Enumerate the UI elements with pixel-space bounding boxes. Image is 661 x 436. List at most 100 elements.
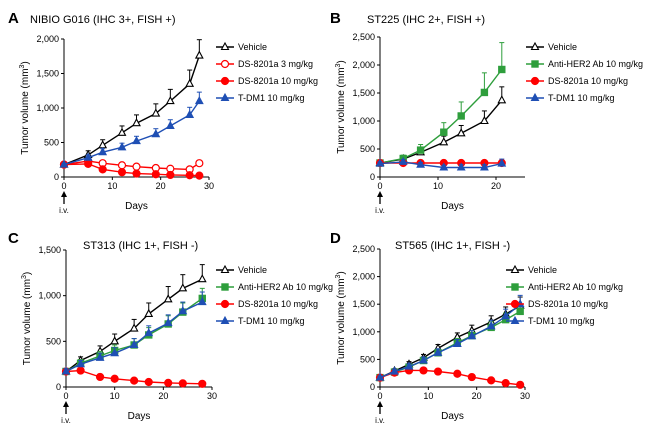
y-axis-label-close: ) (336, 60, 347, 63)
data-point (59, 159, 69, 168)
legend-label: Anti-HER2 Ab 10 mg/kg (528, 282, 623, 292)
legend-item: T-DM1 10 mg/kg (506, 315, 595, 326)
data-point (144, 327, 154, 337)
legend-label: Vehicle (528, 265, 557, 275)
series-line (63, 100, 200, 166)
y-tick-label: 500 (44, 138, 59, 148)
data-point (467, 372, 476, 382)
data-point (98, 146, 108, 156)
data-point (375, 158, 385, 167)
data-point (440, 128, 448, 136)
data-point (132, 162, 141, 171)
data-point (398, 156, 408, 165)
legend-item: T-DM1 10 mg/kg (526, 92, 615, 103)
series-0 (59, 39, 204, 168)
data-point (151, 170, 160, 179)
data-point (416, 146, 425, 154)
data-point (144, 308, 154, 317)
data-point (433, 347, 443, 356)
x-tick-label: 30 (207, 391, 217, 401)
data-point (390, 366, 399, 375)
data-point (95, 352, 105, 361)
data-point (198, 379, 207, 388)
y-axis-label: Tumor volume (mm3) (335, 271, 347, 365)
legend-marker (220, 59, 230, 69)
legend-marker (220, 264, 230, 274)
data-point (452, 338, 462, 347)
y-axis-label-text: Tumor volume (mm (336, 67, 347, 153)
y-tick-label: 1,500 (38, 245, 61, 255)
data-point (479, 162, 489, 171)
data-point (194, 50, 204, 59)
data-point (433, 367, 443, 376)
x-tick-label: 20 (491, 181, 501, 191)
dose-arrow-head (377, 191, 383, 197)
y-axis-label-superscript: 3 (21, 275, 28, 279)
data-point (479, 115, 489, 125)
data-point (76, 359, 86, 368)
y-tick-label: 1,000 (38, 291, 61, 301)
data-point (129, 339, 139, 349)
x-axis-label: Days (441, 201, 464, 212)
y-tick-label: 2,000 (36, 34, 59, 44)
y-axis-label: Tumor volume (mm3) (19, 61, 31, 155)
data-point (195, 159, 204, 168)
data-point (95, 372, 105, 382)
y-tick-label: 1,000 (352, 327, 375, 337)
panel-letter: B (330, 10, 341, 27)
series-line (379, 303, 521, 379)
data-point (117, 161, 127, 170)
legend-label: Anti-HER2 Ab 10 mg/kg (548, 59, 643, 69)
x-tick-label: 0 (61, 181, 66, 191)
legend-label: T-DM1 10 mg/kg (238, 316, 305, 326)
y-tick-label: 2,000 (352, 272, 375, 282)
dose-label: i.v. (59, 206, 69, 215)
y-tick-label: 500 (360, 144, 375, 154)
data-point (404, 361, 414, 370)
series-line (379, 305, 521, 379)
legend-label: Vehicle (238, 265, 267, 275)
data-point (132, 135, 141, 145)
legend-label: DS-8201a 10 mg/kg (548, 76, 628, 86)
data-point (439, 162, 449, 171)
data-point (197, 296, 207, 306)
data-point (129, 323, 139, 332)
data-point (117, 127, 127, 136)
panel-c: C ST313 (IHC 1+, FISH -) 0 500 1,000 1,500 0 10… (8, 230, 333, 425)
legend-item: DS-8201a 10 mg/kg (216, 299, 318, 309)
data-point (144, 377, 153, 387)
legend-marker (510, 299, 520, 309)
legend-label: DS-8201a 3 mg/kg (238, 59, 313, 69)
data-point (164, 378, 173, 387)
legend-marker (530, 76, 540, 86)
legend-marker (220, 299, 230, 309)
y-axis-label-text: Tumor volume (mm (336, 278, 347, 364)
legend-item: Anti-HER2 Ab 10 mg/kg (506, 282, 623, 292)
legend-label: Vehicle (238, 42, 267, 52)
legend-marker (220, 92, 230, 102)
y-axis-label: Tumor volume (mm3) (335, 60, 347, 154)
panel-letter: C (8, 230, 19, 247)
x-tick-label: 0 (377, 391, 382, 401)
series-0 (375, 86, 507, 167)
x-tick-label: 20 (156, 181, 166, 191)
y-tick-label: 500 (46, 336, 61, 346)
data-point (163, 317, 173, 327)
x-tick-label: 10 (423, 391, 433, 401)
legend-item: DS-8201a 3 mg/kg (216, 59, 313, 69)
data-point (185, 171, 194, 180)
data-point (151, 129, 161, 138)
x-tick-label: 30 (520, 391, 530, 401)
legend-item: Anti-HER2 Ab 10 mg/kg (526, 59, 643, 69)
y-axis-label-close: ) (22, 272, 33, 275)
panel-d: D ST565 (IHC 1+, FISH -) 0 500 1,000 1,500 2,0… (330, 230, 623, 425)
y-axis-label-superscript: 3 (335, 274, 342, 278)
x-tick-label: 30 (204, 181, 214, 191)
y-tick-label: 0 (54, 172, 59, 182)
data-point (151, 108, 161, 117)
y-axis-label-text: Tumor volume (mm (20, 68, 31, 154)
panel-title: NIBIO G016 (IHC 3+, FISH +) (30, 14, 176, 26)
legend-label: T-DM1 10 mg/kg (238, 93, 305, 103)
data-point (467, 331, 477, 340)
